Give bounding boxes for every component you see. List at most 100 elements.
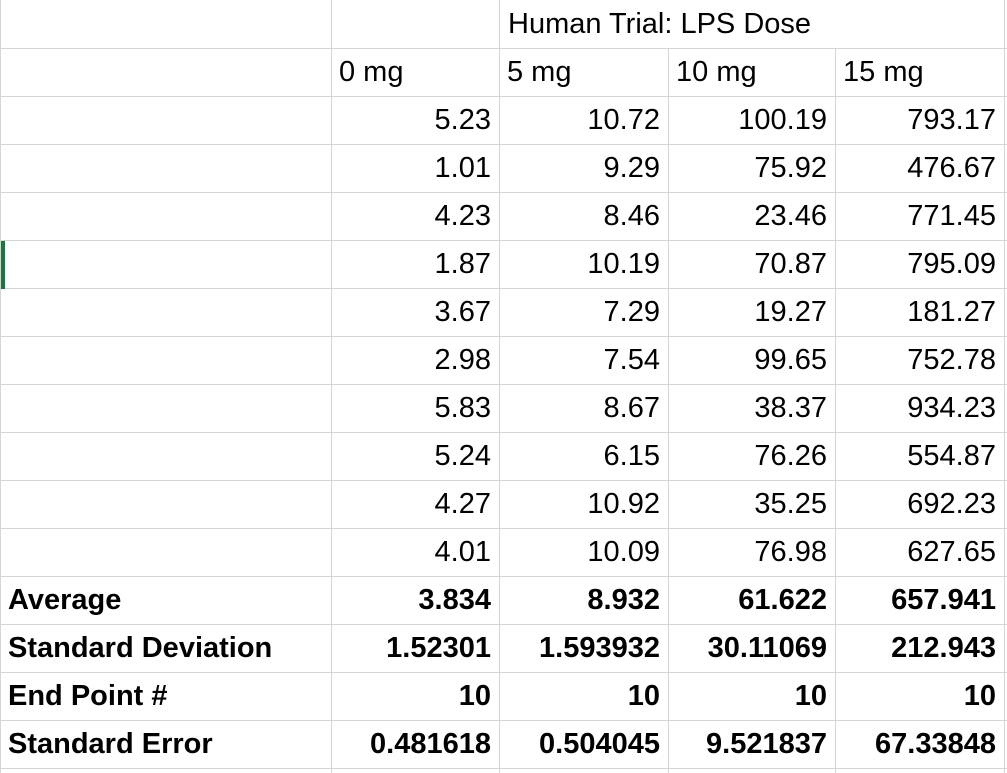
empty-cell[interactable] [1005, 769, 1007, 773]
data-cell[interactable]: 10.92 [500, 481, 669, 529]
summary-cell[interactable]: 212.943 [836, 625, 1005, 673]
row-label-standard-deviation[interactable]: Standard Deviation [1, 625, 332, 673]
data-cell[interactable]: 771.45 [836, 193, 1005, 241]
data-cell[interactable]: 23.46 [669, 193, 836, 241]
data-cell[interactable]: 476.67 [836, 145, 1005, 193]
data-cell[interactable]: 181.27 [836, 289, 1005, 337]
data-cell[interactable]: 692.23 [836, 481, 1005, 529]
data-cell[interactable]: 5.23 [332, 97, 500, 145]
summary-cell[interactable]: 30.11069 [669, 625, 836, 673]
data-cell[interactable]: 75.92 [669, 145, 836, 193]
data-cell[interactable]: 4.27 [332, 481, 500, 529]
summary-cell[interactable]: 8.932 [500, 577, 669, 625]
data-cell[interactable]: 70.87 [669, 241, 836, 289]
data-cell[interactable]: 35.25 [669, 481, 836, 529]
data-cell[interactable]: 9.29 [500, 145, 669, 193]
data-cell[interactable]: 3.67 [332, 289, 500, 337]
summary-cell[interactable]: 67.33848 [836, 721, 1005, 769]
row-label-end-point-count[interactable]: End Point # [1, 673, 332, 721]
empty-cell[interactable] [1, 241, 332, 289]
empty-cell[interactable] [1005, 49, 1007, 97]
empty-cell[interactable] [1, 97, 332, 145]
data-cell[interactable]: 8.67 [500, 385, 669, 433]
summary-cell[interactable]: 9.521837 [669, 721, 836, 769]
empty-cell[interactable] [1005, 625, 1007, 673]
empty-cell[interactable] [1, 481, 332, 529]
empty-cell[interactable] [1005, 577, 1007, 625]
data-cell[interactable]: 19.27 [669, 289, 836, 337]
empty-cell[interactable] [1005, 529, 1007, 577]
data-cell[interactable]: 554.87 [836, 433, 1005, 481]
empty-cell[interactable] [1005, 721, 1007, 769]
data-cell[interactable]: 38.37 [669, 385, 836, 433]
empty-cell[interactable] [1, 385, 332, 433]
empty-cell[interactable] [1, 0, 332, 49]
empty-cell[interactable] [669, 769, 836, 773]
empty-cell[interactable] [1005, 241, 1007, 289]
empty-cell[interactable] [1, 529, 332, 577]
data-cell[interactable]: 5.24 [332, 433, 500, 481]
data-cell[interactable]: 10.09 [500, 529, 669, 577]
data-cell[interactable]: 10.19 [500, 241, 669, 289]
empty-cell[interactable] [1, 337, 332, 385]
data-cell[interactable]: 10.72 [500, 97, 669, 145]
header-0mg[interactable]: 0 mg [332, 49, 500, 97]
empty-cell[interactable] [1, 433, 332, 481]
empty-cell[interactable] [500, 769, 669, 773]
summary-cell[interactable]: 1.593932 [500, 625, 669, 673]
empty-cell[interactable] [332, 0, 500, 49]
data-cell[interactable]: 2.98 [332, 337, 500, 385]
data-cell[interactable]: 4.01 [332, 529, 500, 577]
empty-cell[interactable] [1005, 145, 1007, 193]
header-15mg[interactable]: 15 mg [836, 49, 1005, 97]
row-label-standard-error[interactable]: Standard Error [1, 721, 332, 769]
empty-cell[interactable] [332, 769, 500, 773]
empty-cell[interactable] [1005, 97, 1007, 145]
data-cell[interactable]: 5.83 [332, 385, 500, 433]
data-cell[interactable]: 934.23 [836, 385, 1005, 433]
empty-cell[interactable] [1, 769, 332, 773]
data-cell[interactable]: 6.15 [500, 433, 669, 481]
empty-cell[interactable] [1005, 385, 1007, 433]
summary-cell[interactable]: 657.941 [836, 577, 1005, 625]
empty-cell[interactable] [836, 769, 1005, 773]
summary-cell[interactable]: 0.504045 [500, 721, 669, 769]
header-10mg[interactable]: 10 mg [669, 49, 836, 97]
data-cell[interactable]: 99.65 [669, 337, 836, 385]
data-cell[interactable]: 76.98 [669, 529, 836, 577]
data-cell[interactable]: 7.54 [500, 337, 669, 385]
empty-cell[interactable] [1005, 481, 1007, 529]
empty-cell[interactable] [1005, 673, 1007, 721]
empty-cell[interactable] [1005, 433, 1007, 481]
summary-cell[interactable]: 61.622 [669, 577, 836, 625]
empty-cell[interactable] [1, 289, 332, 337]
summary-cell[interactable]: 10 [500, 673, 669, 721]
data-cell[interactable]: 7.29 [500, 289, 669, 337]
header-5mg[interactable]: 5 mg [500, 49, 669, 97]
row-label-average[interactable]: Average [1, 577, 332, 625]
empty-cell[interactable] [1005, 337, 1007, 385]
empty-cell[interactable] [1, 193, 332, 241]
empty-cell[interactable] [1, 49, 332, 97]
data-cell[interactable]: 793.17 [836, 97, 1005, 145]
data-cell[interactable]: 795.09 [836, 241, 1005, 289]
data-cell[interactable]: 4.23 [332, 193, 500, 241]
data-cell[interactable]: 100.19 [669, 97, 836, 145]
empty-cell[interactable] [1005, 289, 1007, 337]
data-cell[interactable]: 627.65 [836, 529, 1005, 577]
summary-cell[interactable]: 3.834 [332, 577, 500, 625]
summary-cell[interactable]: 10 [669, 673, 836, 721]
table-title[interactable]: Human Trial: LPS Dose [500, 0, 1005, 49]
summary-cell[interactable]: 0.481618 [332, 721, 500, 769]
empty-cell[interactable] [1005, 0, 1007, 49]
summary-cell[interactable]: 1.52301 [332, 625, 500, 673]
empty-cell[interactable] [1005, 193, 1007, 241]
summary-cell[interactable]: 10 [836, 673, 1005, 721]
data-cell[interactable]: 1.87 [332, 241, 500, 289]
empty-cell[interactable] [1, 145, 332, 193]
data-cell[interactable]: 1.01 [332, 145, 500, 193]
data-cell[interactable]: 76.26 [669, 433, 836, 481]
data-cell[interactable]: 8.46 [500, 193, 669, 241]
summary-cell[interactable]: 10 [332, 673, 500, 721]
data-cell[interactable]: 752.78 [836, 337, 1005, 385]
